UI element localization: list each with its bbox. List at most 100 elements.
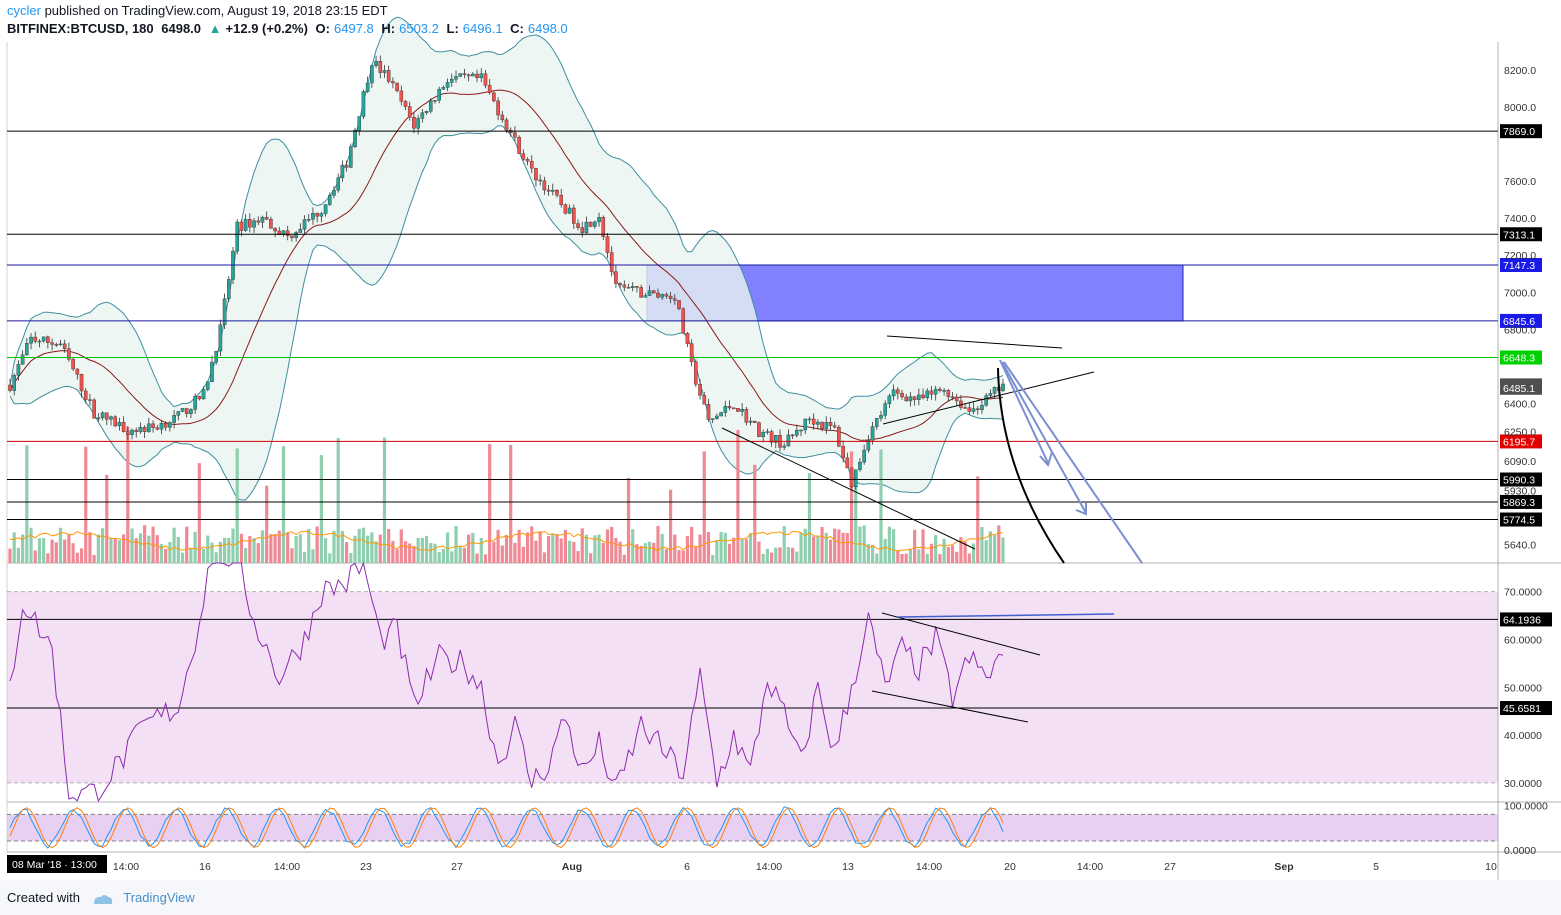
volume-bar xyxy=(673,534,677,563)
candle-body xyxy=(113,416,117,427)
tradingview-logo-icon xyxy=(93,894,112,904)
volume-bar xyxy=(147,535,151,563)
rsi-trendline-bottom xyxy=(871,690,1029,723)
candle-body xyxy=(656,292,660,298)
candle-body xyxy=(538,179,542,182)
volume-bar xyxy=(176,536,180,563)
candle-body xyxy=(483,73,488,86)
price-tick-label: 8200.0 xyxy=(1504,65,1536,77)
candle-body xyxy=(828,422,833,426)
volume-bar xyxy=(572,541,576,563)
price-tick-label: 5930.0 xyxy=(1504,486,1536,498)
volume-bar xyxy=(307,529,311,563)
volume-bar xyxy=(559,538,563,563)
price-tick-label: 7400.0 xyxy=(1504,213,1536,225)
volume-bar xyxy=(917,549,921,563)
candle-body xyxy=(980,405,984,411)
candle-body xyxy=(702,395,707,405)
candle-body xyxy=(517,136,521,154)
volume-bar xyxy=(323,538,328,563)
candle-body xyxy=(349,146,353,168)
close-label: C: xyxy=(510,21,524,36)
candle-body xyxy=(908,396,913,402)
volume-bar xyxy=(610,526,614,563)
tradingview-link[interactable]: TradingView xyxy=(123,890,195,905)
stoch-band xyxy=(7,814,1498,841)
volume-bar xyxy=(870,544,875,563)
candle-body xyxy=(496,100,500,116)
candle-body xyxy=(214,350,218,363)
volume-bar xyxy=(677,550,681,563)
candle-body xyxy=(841,446,845,459)
stoch-tick-label: 100.0000 xyxy=(1504,801,1548,813)
volume-bar xyxy=(744,539,748,563)
symbol-info: BITFINEX:BTCUSD, 180 6498.0 ▲ +12.9 (+0.2… xyxy=(7,21,572,36)
publisher-link[interactable]: cycler xyxy=(7,3,41,18)
volume-bar xyxy=(925,553,929,563)
volume-bar xyxy=(643,543,647,563)
volume-bar xyxy=(100,528,105,563)
candle-body xyxy=(887,395,892,404)
volume-bar xyxy=(980,527,984,563)
low-label: L: xyxy=(446,21,459,36)
volume-bar xyxy=(626,477,631,563)
volume-bar xyxy=(799,533,803,563)
volume-bar xyxy=(366,535,370,563)
volume-bar xyxy=(597,534,601,563)
time-tick-label: Aug xyxy=(562,861,582,873)
low-value: 6496.1 xyxy=(462,21,503,36)
volume-bar xyxy=(513,542,517,563)
candle-body xyxy=(466,74,471,77)
candle-body xyxy=(883,403,887,416)
level-label: 7147.3 xyxy=(1503,260,1535,272)
time-tick-label: 16 xyxy=(199,861,211,873)
candle-body xyxy=(992,386,997,394)
volume-bar xyxy=(929,543,934,563)
volume-bar xyxy=(315,526,319,563)
volume-bar xyxy=(568,540,572,563)
candle-body xyxy=(12,375,17,391)
candle-body xyxy=(513,132,517,138)
volume-bar xyxy=(984,540,988,563)
volume-bar xyxy=(736,429,740,563)
candle-body xyxy=(773,435,778,443)
candle-body xyxy=(374,60,378,66)
volume-bar xyxy=(113,538,117,563)
candle-body xyxy=(492,92,496,102)
volume-bar xyxy=(1001,537,1005,563)
volume-bar xyxy=(201,548,206,563)
candle-body xyxy=(685,332,690,344)
candle-body xyxy=(647,290,652,296)
candle-body xyxy=(698,384,702,396)
created-with-text: Created with xyxy=(7,890,80,905)
candle-body xyxy=(332,190,336,196)
volume-bar xyxy=(631,529,635,563)
candle-body xyxy=(193,395,197,410)
candle-body xyxy=(184,408,189,414)
candle-body xyxy=(378,60,383,73)
volume-bar xyxy=(517,529,521,563)
candle-body xyxy=(870,426,875,441)
footer-bar: Created with TradingView xyxy=(0,880,1561,915)
volume-bar xyxy=(500,545,504,563)
candle-body xyxy=(896,389,900,394)
price-tick-label: 7000.0 xyxy=(1504,287,1536,299)
candle-body xyxy=(252,220,256,228)
volume-bar xyxy=(458,545,462,563)
level-label: 7869.0 xyxy=(1503,126,1535,138)
candle-body xyxy=(201,389,206,400)
time-tick-label: 14:00 xyxy=(274,861,300,873)
candle-body xyxy=(62,343,67,349)
rsi-tick-label: 30.0000 xyxy=(1504,778,1542,790)
candle-body xyxy=(344,164,349,168)
volume-bar xyxy=(441,548,445,563)
symbol-label[interactable]: BITFINEX:BTCUSD, 180 xyxy=(7,21,154,36)
candle-body xyxy=(8,384,12,391)
volume-bar xyxy=(942,538,946,563)
volume-bar xyxy=(252,538,256,563)
volume-bar xyxy=(601,542,605,563)
candle-body xyxy=(210,361,214,382)
candle-body xyxy=(900,393,904,398)
chart-header: cycler published on TradingView.com, Aug… xyxy=(0,0,1561,42)
